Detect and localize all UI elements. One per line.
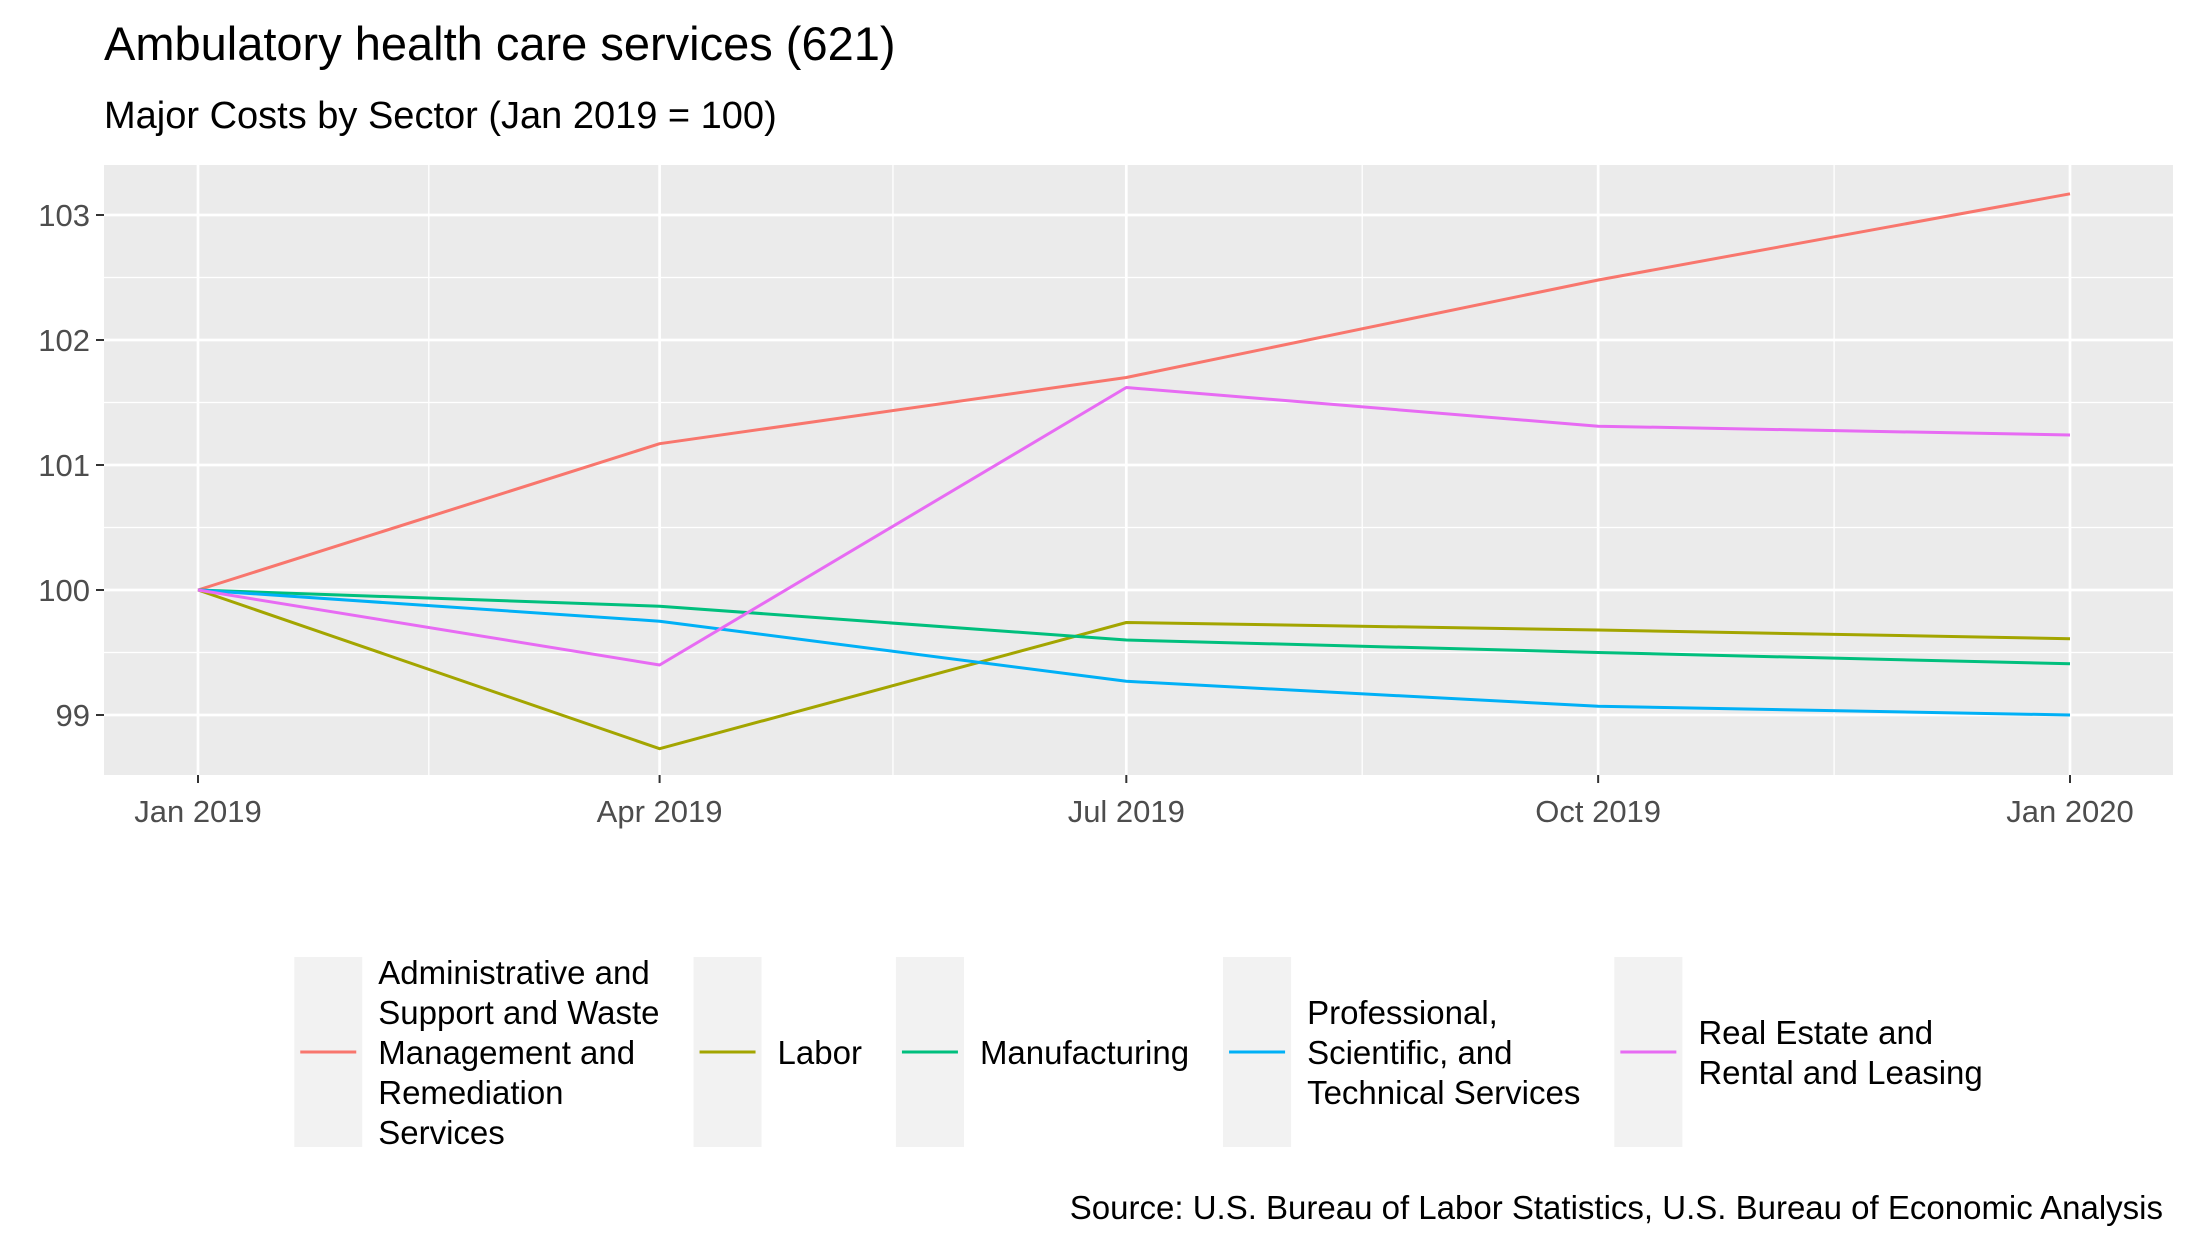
legend-label-line: Real Estate and <box>1698 1014 1933 1051</box>
x-axis: Jan 2019 Apr 2019 Jul 2019 Oct 2019 Jan 2020 <box>134 775 2134 829</box>
x-tick-label: Oct 2019 <box>1535 794 1661 829</box>
y-tick-label: 99 <box>56 698 90 733</box>
x-tick-label: Jan 2019 <box>134 794 262 829</box>
legend-label-line: Management and <box>378 1034 635 1071</box>
x-tick-label: Jan 2020 <box>2006 794 2134 829</box>
plot-panel <box>104 165 2173 775</box>
legend-label-line: Labor <box>778 1034 862 1071</box>
chart-subtitle: Major Costs by Sector (Jan 2019 = 100) <box>104 95 777 137</box>
chart-caption: Source: U.S. Bureau of Labor Statistics,… <box>1070 1189 2163 1226</box>
legend-label-line: Support and Waste <box>378 994 659 1031</box>
y-tick-label: 101 <box>38 448 90 483</box>
y-axis: 99 100 101 102 103 <box>38 198 104 733</box>
series-line-labor <box>197 588 2071 751</box>
legend-label-line: Manufacturing <box>980 1034 1189 1071</box>
x-tick-label: Apr 2019 <box>597 794 723 829</box>
series-line-administrative-and-support-and-waste-management-and-remediation-services <box>197 192 2071 592</box>
minor-gridlines <box>104 165 2173 775</box>
x-tick-label: Jul 2019 <box>1068 794 1185 829</box>
legend-label-line: Remediation <box>378 1074 563 1111</box>
y-tick-label: 102 <box>38 323 90 358</box>
series-lines <box>197 192 2071 751</box>
series-line-professional-scientific-and-technical-services <box>197 588 2071 717</box>
legend-label-line: Services <box>378 1114 505 1151</box>
series-line-manufacturing <box>197 588 2071 666</box>
legend-item-manufacturing: Manufacturing <box>895 957 1189 1147</box>
legend-label-line: Administrative and <box>378 954 649 991</box>
legend-label-line: Rental and Leasing <box>1698 1054 1982 1091</box>
y-tick-label: 103 <box>38 198 90 233</box>
chart-title: Ambulatory health care services (621) <box>104 17 896 70</box>
legend-label-line: Professional, <box>1307 994 1498 1031</box>
major-gridlines <box>104 165 2173 775</box>
legend-item-labor: Labor <box>693 957 862 1147</box>
series-line-real-estate-and-rental-and-leasing <box>197 386 2071 667</box>
legend-label-line: Scientific, and <box>1307 1034 1512 1071</box>
y-tick-label: 100 <box>38 573 90 608</box>
legend-label-line: Technical Services <box>1307 1074 1580 1111</box>
